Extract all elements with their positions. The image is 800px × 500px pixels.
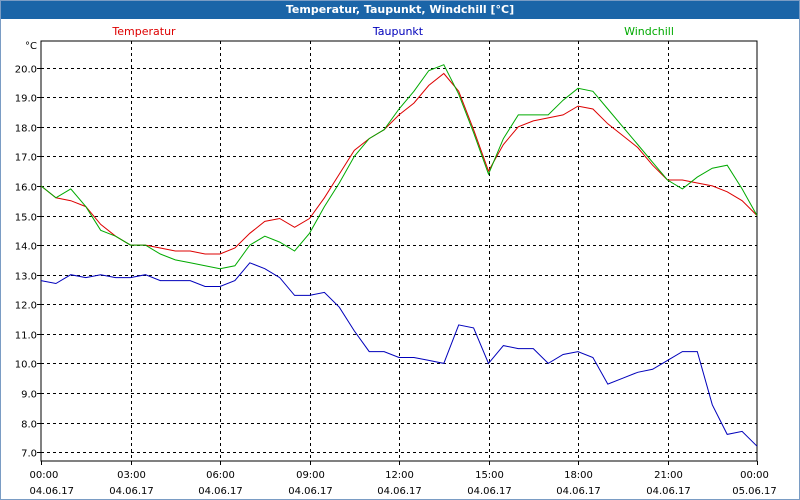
y-tick-label: 14.0	[15, 242, 37, 253]
y-tick-label: 12.0	[15, 301, 37, 312]
y-tick-label: 15.0	[15, 213, 37, 224]
window-title: Temperatur, Taupunkt, Windchill [°C]	[1, 1, 799, 19]
legend: Temperatur Taupunkt Windchill	[111, 25, 674, 38]
y-tick-label: 11.0	[15, 331, 37, 342]
x-tick-time-label: 12:00	[385, 470, 414, 481]
x-axis: 00:00 04.06.17 03:00 04.06.17 06:00 04.06.17 0…	[30, 461, 777, 497]
x-tick-date-label: 04.06.17	[288, 486, 333, 497]
grid-lines	[41, 41, 757, 461]
y-tick-label: 7.0	[21, 449, 37, 460]
x-tick-date-label: 04.06.17	[646, 486, 691, 497]
y-tick-label: 19.0	[15, 94, 37, 105]
series-line-windchill	[40, 64, 758, 270]
legend-item-windchill: Windchill	[624, 25, 674, 38]
x-tick-time-label: 06:00	[206, 470, 235, 481]
y-tick-label: 17.0	[15, 153, 37, 164]
x-tick-date-label: 04.06.17	[467, 486, 512, 497]
x-tick-date-label: 05.06.17	[732, 486, 777, 497]
x-tick-time-label: 15:00	[475, 470, 504, 481]
x-tick-date-label: 04.06.17	[377, 486, 422, 497]
y-tick-label: 18.0	[15, 124, 37, 135]
y-tick-label: 10.0	[15, 360, 37, 371]
series-line-temperatur	[40, 72, 758, 255]
y-axis: °C 7.0 8.0 9.0 10.0 11.0 12.0 13.0 14.0 15.0 16.0…	[15, 41, 41, 460]
x-tick-time-label: 18:00	[564, 470, 593, 481]
y-tick-label: 9.0	[21, 390, 37, 401]
y-tick-label: 20.0	[15, 65, 37, 76]
y-tick-label: 8.0	[21, 420, 37, 431]
legend-item-taupunkt: Taupunkt	[372, 25, 424, 38]
legend-item-temperatur: Temperatur	[111, 25, 176, 38]
y-tick-label: 16.0	[15, 183, 37, 194]
x-tick-date-label: 04.06.17	[198, 486, 243, 497]
x-tick-date-label: 04.06.17	[109, 486, 154, 497]
series-lines	[40, 64, 758, 447]
x-tick-time-label: 21:00	[654, 470, 683, 481]
x-tick-time-label: 09:00	[296, 470, 325, 481]
x-tick-date-label: 04.06.17	[556, 486, 601, 497]
x-tick-time-label: 03:00	[117, 470, 146, 481]
series-line-taupunkt	[40, 262, 758, 447]
y-tick-label: 13.0	[15, 272, 37, 283]
y-axis-unit: °C	[25, 41, 37, 52]
x-tick-time-label: 00:00	[740, 470, 769, 481]
x-tick-time-label: 00:00	[30, 470, 59, 481]
x-tick-date-label: 04.06.17	[30, 486, 75, 497]
